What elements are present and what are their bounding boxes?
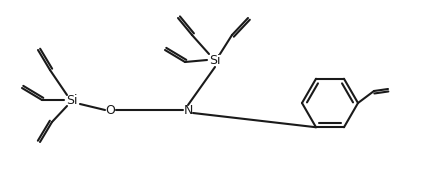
- Text: N: N: [183, 104, 193, 116]
- Text: O: O: [105, 104, 115, 116]
- Text: Si: Si: [66, 93, 78, 107]
- Text: Si: Si: [209, 53, 221, 67]
